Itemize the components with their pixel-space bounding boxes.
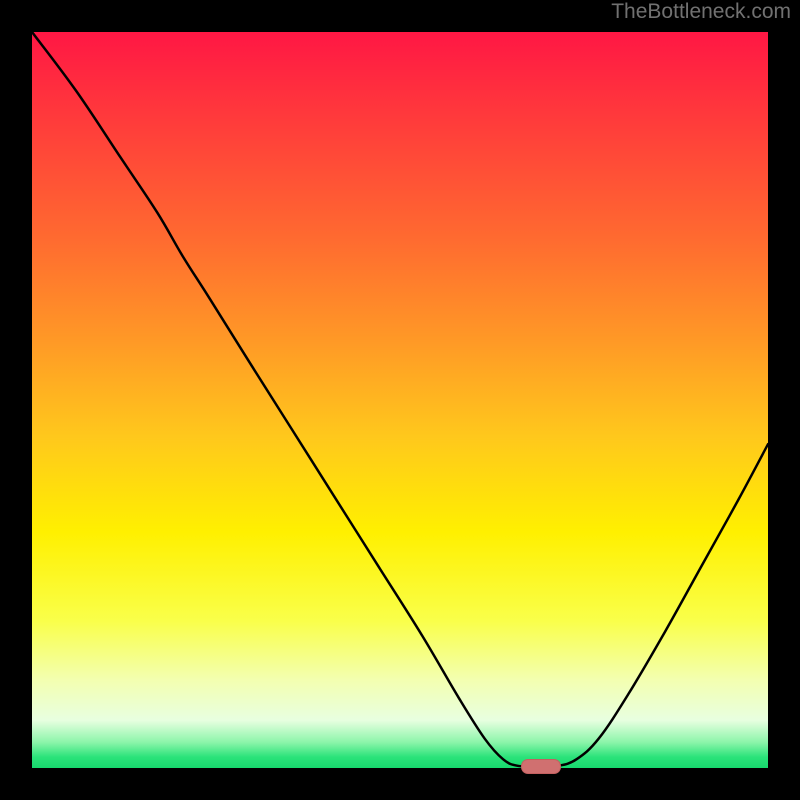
canvas: TheBottleneck.com [0, 0, 800, 800]
curve-layer [32, 32, 768, 768]
gradient-background [32, 32, 768, 768]
watermark-label: TheBottleneck.com [611, 0, 791, 24]
optimal-marker [521, 759, 561, 774]
plot-inner [32, 32, 768, 768]
plot-area [30, 30, 770, 770]
